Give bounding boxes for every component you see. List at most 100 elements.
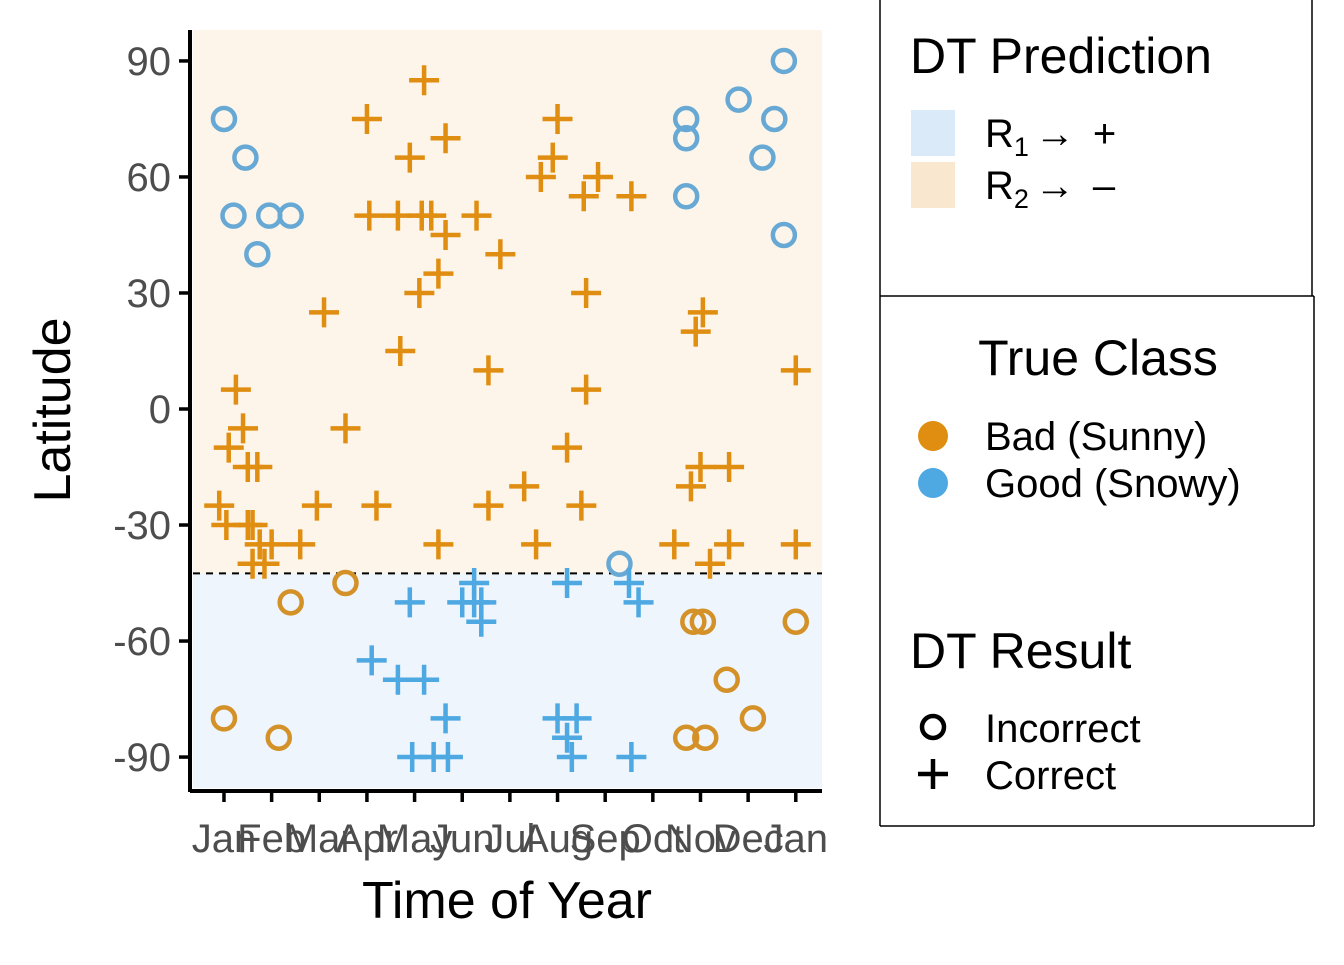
legend-true-class-title: True Class [978,330,1218,386]
y-tick-label: 60 [127,156,172,200]
point-correct-bad [687,297,718,328]
y-tick-label: 0 [149,388,171,432]
x-tick-label: Jul [484,817,535,861]
point-correct-bad [616,181,647,212]
point-correct-bad [385,335,416,366]
point-incorrect-bad [713,666,740,693]
point-incorrect-good [210,105,238,133]
point-correct-bad [228,413,259,444]
axes: 9060300-30-60-90JanFebMarAprMayJunJulAug… [113,30,828,861]
y-axis-title: Latitude [24,317,82,502]
point-correct-bad [685,452,716,483]
point-incorrect-good [761,105,788,133]
point-correct-good [382,664,413,695]
point-incorrect-good [749,144,776,171]
point-correct-good [556,742,587,773]
legend-bad-label: Bad (Sunny) [985,415,1207,459]
point-incorrect-bad [672,724,700,751]
point-correct-good [616,742,647,773]
point-correct-bad [537,142,568,173]
x-tick-label: Apr [336,817,398,861]
point-correct-bad [404,277,435,308]
x-tick-label: Jan [192,817,257,861]
point-correct-bad [242,452,273,483]
point-correct-good [459,568,490,599]
point-correct-bad [309,297,340,328]
x-tick-label: Sep [570,817,641,861]
point-correct-bad [430,219,461,250]
point-correct-bad [423,258,454,289]
x-tick-label: Feb [237,817,306,861]
point-incorrect-good [770,47,798,75]
point-correct-bad [416,200,447,231]
point-incorrect-good [277,202,304,229]
point-correct-bad [330,413,361,444]
point-correct-bad [256,529,287,560]
point-correct-bad [461,200,492,231]
point-incorrect-bad [689,608,717,635]
point-correct-bad [351,103,382,134]
plus-icon [918,759,948,789]
region-r2 [193,30,822,574]
legend-r2-key [911,162,955,208]
point-correct-bad [213,432,244,463]
legend-r2-label: R2 → – [985,164,1116,214]
point-correct-bad [249,548,280,579]
point-correct-bad [285,529,316,560]
point-correct-bad [675,471,706,502]
point-correct-good [430,703,461,734]
x-tick-label: Mar [285,817,354,861]
point-correct-bad [237,510,268,541]
point-correct-good [552,722,583,753]
point-incorrect-good [220,202,247,229]
point-correct-bad [509,471,540,502]
legend-result-title: DT Result [910,623,1131,679]
point-incorrect-good [232,144,259,171]
point-correct-good [552,568,583,599]
point-correct-bad [659,529,690,560]
x-tick-label: Jun [430,817,495,861]
x-tick-label: Jan [764,817,829,861]
point-correct-bad [566,490,597,521]
x-tick-label: Dec [713,817,784,861]
point-correct-good [432,742,463,773]
y-tick-label: -60 [113,620,171,664]
y-tick-label: 30 [127,272,172,316]
point-correct-good [614,568,645,599]
circle-icon [919,713,947,741]
prediction-regions [193,30,822,788]
point-correct-bad [780,529,811,560]
data-points [204,47,811,773]
legend-bad-dot [918,421,948,451]
point-correct-good [561,703,592,734]
legend-good-label: Good (Snowy) [985,462,1241,506]
y-tick-label: -90 [113,736,171,780]
point-correct-bad [423,529,454,560]
point-incorrect-bad [332,569,359,597]
point-correct-bad [204,490,235,521]
point-incorrect-good [606,550,633,577]
point-correct-good [466,606,497,637]
point-correct-bad [394,142,425,173]
y-tick-label: -30 [113,504,171,548]
point-correct-bad [571,374,602,405]
point-correct-good [356,645,387,676]
point-incorrect-bad [210,705,238,732]
point-correct-bad [485,239,516,270]
point-correct-bad [571,277,602,308]
point-correct-bad [473,355,504,386]
point-incorrect-bad [680,608,707,635]
point-incorrect-bad [277,589,304,616]
x-tick-label: Nov [665,817,736,861]
point-incorrect-bad [739,705,767,732]
legend-r1-label: R1 → + [985,112,1116,162]
point-correct-bad [695,548,726,579]
point-correct-bad [542,103,573,134]
legend-r1-key [911,110,955,156]
point-incorrect-bad [692,724,719,751]
point-correct-bad [220,374,251,405]
point-correct-bad [552,432,583,463]
point-correct-bad [525,161,556,192]
point-incorrect-bad [265,724,293,751]
